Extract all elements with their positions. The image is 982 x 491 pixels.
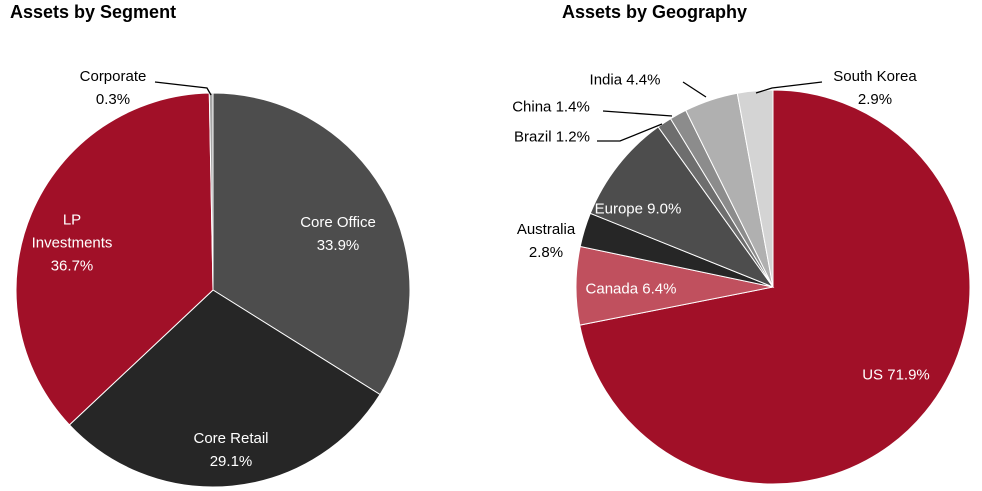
category-label: Europe: [594, 200, 643, 218]
pie-slice: [15, 92, 214, 426]
leader-line: [597, 123, 663, 142]
pie-slice: [579, 89, 971, 485]
category-label: Core Retail: [193, 430, 269, 447]
slice-label: China 1.4%: [512, 96, 590, 119]
category-label: Core Office: [300, 214, 376, 231]
category-label: Brazil: [514, 128, 552, 146]
value-label: 1.2%: [555, 128, 590, 146]
value-label: 4.4%: [626, 71, 661, 89]
slice-label: US 71.9%: [862, 364, 930, 387]
pie-slice: [736, 89, 774, 288]
slice-label: India 4.4%: [590, 69, 661, 92]
value-label: 6.4%: [642, 280, 677, 298]
category-label: Australia: [516, 221, 576, 238]
category-label: Corporate: [79, 68, 147, 85]
slice-label: Core Retail 29.1%: [171, 427, 291, 473]
leader-line: [602, 110, 673, 117]
slice-label: Europe 9.0%: [595, 198, 682, 221]
value-label: 9.0%: [647, 200, 682, 218]
slice-label: Canada 6.4%: [586, 278, 677, 301]
value-label: 71.9%: [887, 366, 930, 384]
chart-title: Assets by Geography: [562, 2, 748, 22]
category-label: India: [589, 71, 623, 89]
leader-line: [154, 81, 212, 96]
category-label: Canada: [585, 280, 639, 298]
slice-label: Core Office 33.9%: [278, 211, 398, 257]
value-label: 33.9%: [316, 237, 360, 254]
value-label: 1.4%: [555, 98, 590, 116]
chart-title: Assets by Segment: [10, 2, 177, 22]
value-label: 2.8%: [528, 244, 564, 261]
value-label: 36.7%: [50, 257, 94, 275]
leader-line: [755, 81, 823, 94]
category-label: China: [512, 98, 552, 116]
pie-slice: [212, 92, 411, 396]
category-label: US: [862, 366, 884, 384]
slice-label: LP Investments 36.7%: [27, 209, 117, 278]
leader-line: [682, 81, 707, 98]
value-label: 0.3%: [95, 91, 131, 108]
category-label: South Korea: [833, 68, 917, 85]
slice-label: South Korea 2.9%: [815, 65, 935, 111]
value-label: 2.9%: [857, 91, 893, 108]
slice-label: Corporate 0.3%: [53, 65, 173, 111]
leader-lines: [154, 81, 823, 142]
value-label: 29.1%: [209, 453, 253, 470]
pie-slice: [68, 289, 381, 488]
pie-slice: [589, 126, 775, 289]
category-label: LP Investments: [31, 211, 113, 252]
slice-label: Australia 2.8%: [501, 218, 591, 264]
slice-label: Brazil 1.2%: [514, 126, 590, 149]
